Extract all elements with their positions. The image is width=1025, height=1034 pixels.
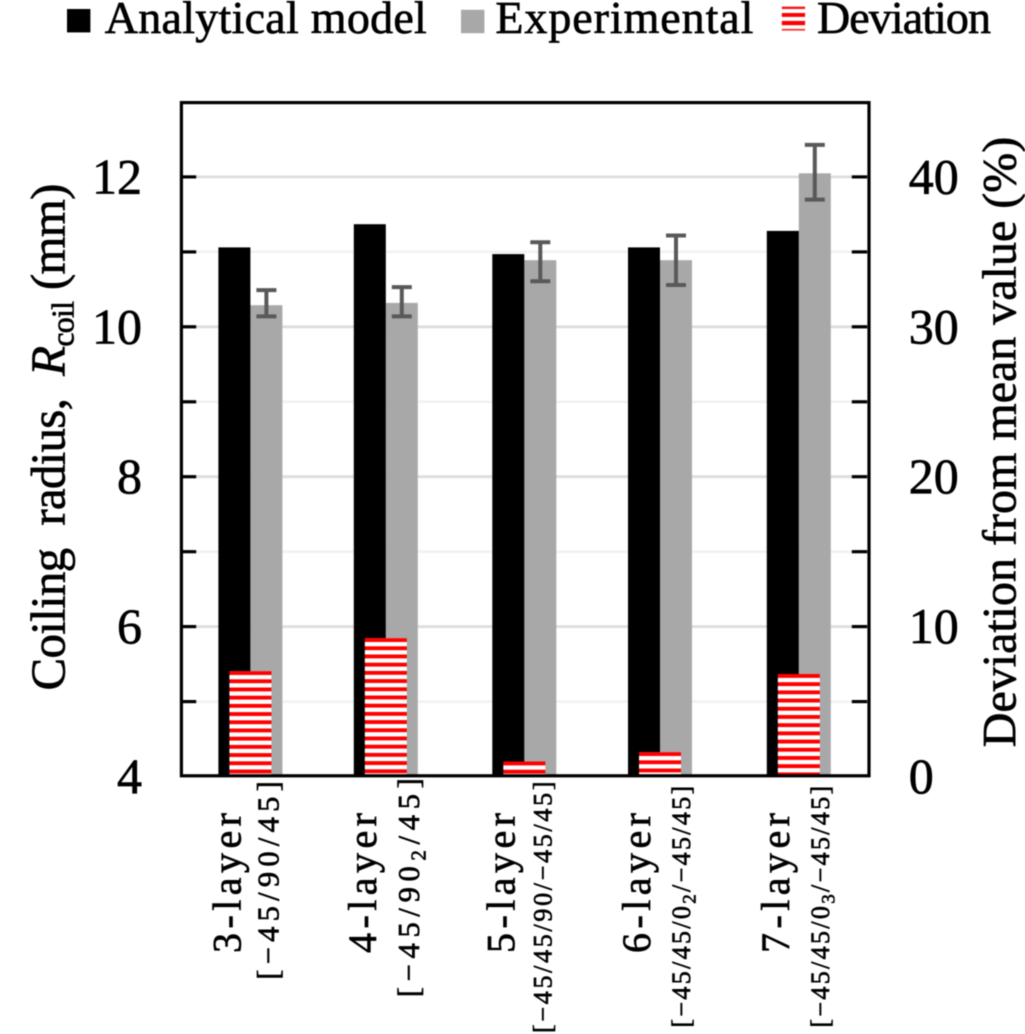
svg-text:[−45/90/45]: [−45/90/45] — [252, 781, 286, 980]
svg-text:0: 0 — [909, 748, 934, 804]
svg-text:8: 8 — [117, 448, 142, 504]
svg-text:[−45/45/03/−45/45]: [−45/45/03/−45/45] — [806, 786, 840, 1028]
svg-text:6: 6 — [117, 598, 142, 654]
svg-text:Analytical model: Analytical model — [105, 0, 427, 43]
svg-text:Coiling radius, Rcoil (mm): Coiling radius, Rcoil (mm) — [21, 184, 81, 691]
svg-text:Experimental: Experimental — [495, 0, 753, 43]
svg-text:12: 12 — [92, 148, 142, 204]
svg-text:20: 20 — [909, 448, 959, 504]
svg-text:4: 4 — [117, 748, 142, 804]
svg-text:Deviation from mean value (%): Deviation from mean value (%) — [974, 137, 1025, 747]
svg-text:30: 30 — [909, 298, 959, 354]
svg-text:[−45/45/02/−45/45]: [−45/45/02/−45/45] — [667, 786, 701, 1028]
svg-text:40: 40 — [909, 148, 959, 204]
svg-text:Deviation: Deviation — [817, 0, 991, 43]
svg-text:10: 10 — [909, 598, 959, 654]
svg-text:10: 10 — [92, 298, 142, 354]
